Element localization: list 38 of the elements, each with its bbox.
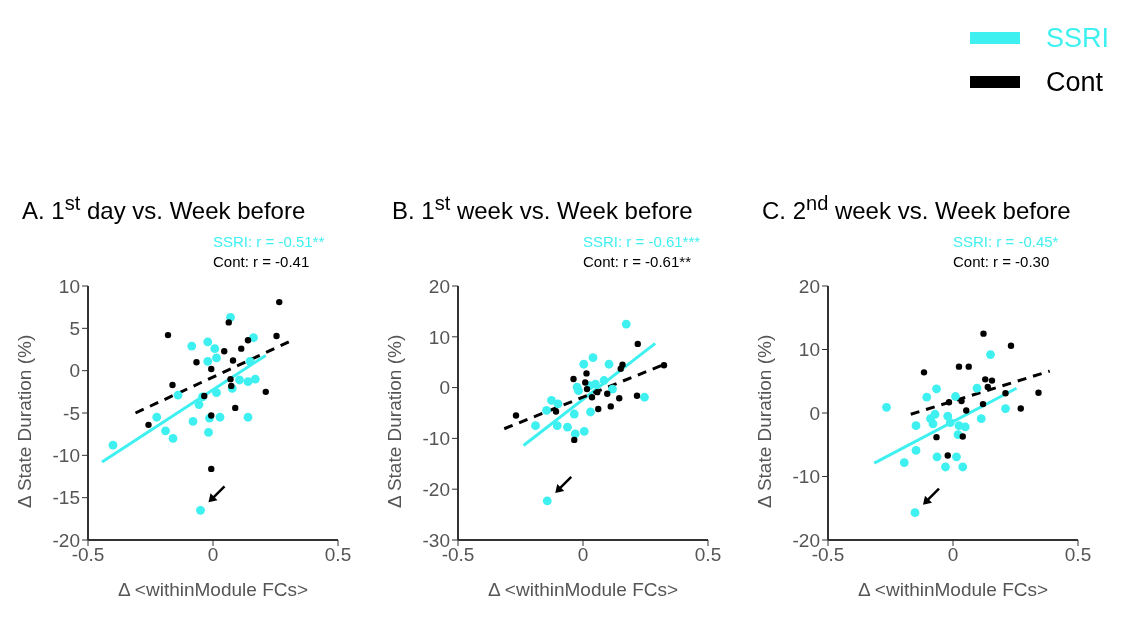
chart-title: B. 1$^{st}$ week vs. Week before xyxy=(391,191,694,226)
y-tick-label: 10 xyxy=(428,326,450,348)
y-tick-label: 10 xyxy=(58,275,80,297)
text: SSRI: r = -0.61*** xyxy=(583,232,702,252)
y-axis-title: Δ State Duration (%) xyxy=(753,334,775,508)
y-tick-label: 20 xyxy=(428,275,450,297)
y-tick-label: 0 xyxy=(69,360,80,382)
y-tick-label: -10 xyxy=(792,466,820,488)
y-tick-label: -10 xyxy=(422,428,450,450)
x-tick-label: 0 xyxy=(207,544,219,566)
x-axis-title: Δ <withinModule FCs> xyxy=(117,579,309,600)
text: Cont: r = -0.30 xyxy=(953,252,1051,272)
x-tick-label: 0 xyxy=(577,544,589,566)
y-axis-title: Δ State Duration (%) xyxy=(383,334,405,508)
x-axis-title: Δ <withinModule FCs> xyxy=(487,579,679,600)
y-tick-label: 0 xyxy=(439,377,450,399)
y-tick-label: 0 xyxy=(809,402,820,424)
text: Cont: r = -0.61** xyxy=(583,252,692,272)
text: SSRI: r = -0.51** xyxy=(213,232,326,252)
y-tick-label: 10 xyxy=(798,339,820,361)
x-axis-title: Δ <withinModule FCs> xyxy=(857,579,1049,600)
y-tick-label: 5 xyxy=(69,318,80,340)
y-tick-label: -20 xyxy=(422,478,450,500)
y-axis-title: Δ State Duration (%) xyxy=(13,334,35,508)
x-tick-label: 0.5 xyxy=(324,544,352,566)
legend-label: Cont xyxy=(1045,66,1104,98)
chart-title: C. 2$^{nd}$ week vs. Week before xyxy=(761,191,1072,226)
legend-label: SSRI xyxy=(1045,22,1109,54)
y-tick-label: -5 xyxy=(63,402,80,424)
text: SSRI: r = -0.45* xyxy=(953,232,1060,252)
x-tick-label: 0.5 xyxy=(1064,544,1092,566)
y-tick-label: 20 xyxy=(798,275,820,297)
text: Cont: r = -0.41 xyxy=(213,252,311,272)
y-tick-label: -15 xyxy=(52,487,80,509)
y-tick-label: -10 xyxy=(52,445,80,467)
x-tick-label: 0 xyxy=(947,544,959,566)
chart-title: A. 1$^{st}$ day vs. Week before xyxy=(21,191,307,226)
x-tick-label: 0.5 xyxy=(694,544,722,566)
